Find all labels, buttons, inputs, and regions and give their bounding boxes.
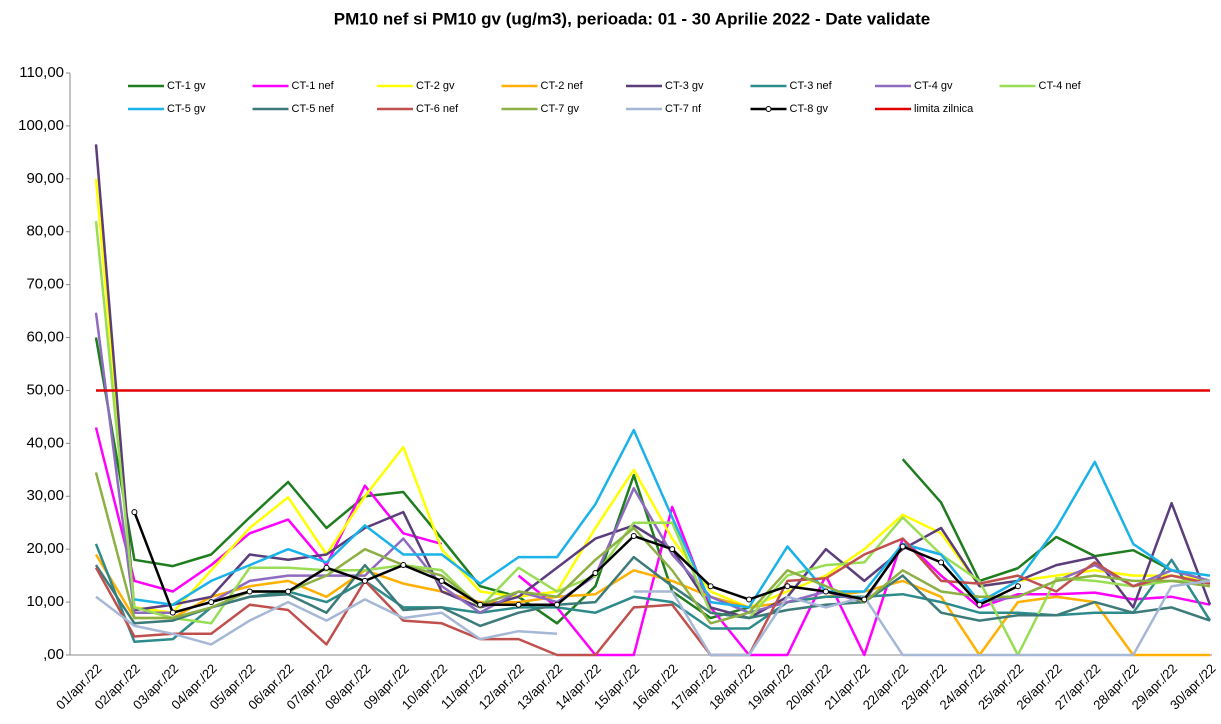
legend-label: CT-2 nef (541, 80, 584, 92)
legend-label: limita zilnica (914, 103, 974, 115)
series-line (94, 553, 1210, 657)
legend-label: CT-8 gv (790, 103, 829, 115)
series-marker (899, 543, 906, 550)
series-marker (1014, 583, 1021, 590)
legend-label: CT-2 gv (416, 80, 455, 92)
series-line (94, 220, 1210, 657)
legend-label: CT-5 gv (167, 103, 206, 115)
legend-marker (765, 106, 772, 112)
series-marker (361, 577, 368, 584)
series-marker (938, 559, 945, 566)
series-marker (515, 601, 522, 608)
series-marker (707, 583, 714, 590)
series-marker (208, 599, 215, 606)
legend-label: CT-7 gv (541, 103, 580, 115)
series-line (134, 428, 1211, 609)
legend-label: CT-6 nef (416, 103, 459, 115)
series-marker (553, 601, 560, 608)
series-marker (438, 577, 445, 584)
series-line (133, 511, 1019, 614)
y-tick-label: 30,00 (26, 487, 64, 504)
series-line (94, 337, 1211, 625)
y-tick-label: 20,00 (26, 540, 64, 557)
series-marker (477, 601, 484, 608)
legend-label: CT-1 gv (167, 80, 206, 92)
series-marker (630, 532, 637, 539)
legend-label: CT-7 nf (665, 103, 702, 115)
series-marker (592, 569, 599, 576)
y-tick-label: 10,00 (26, 593, 64, 610)
series-marker (861, 596, 868, 603)
y-tick-label: 60,00 (26, 329, 64, 346)
legend-label: CT-5 nef (292, 103, 335, 115)
series-marker (669, 546, 676, 553)
y-tick-label: 110,00 (19, 64, 64, 81)
series-marker (400, 562, 407, 569)
y-tick-label: 100,00 (18, 117, 64, 134)
y-tick-label: 90,00 (26, 170, 64, 187)
y-tick-label: 40,00 (26, 434, 64, 451)
legend-label: CT-4 nef (1039, 80, 1082, 92)
y-tick-label: ,00 (43, 646, 64, 663)
legend-label: CT-3 nef (790, 80, 833, 92)
series-line (94, 537, 1211, 657)
legend-label: CT-1 nef (292, 80, 335, 92)
series-marker (976, 601, 983, 608)
series-marker (323, 564, 330, 571)
series-marker (822, 588, 829, 595)
y-tick-label: 70,00 (26, 276, 64, 293)
series-marker (784, 583, 791, 590)
chart-title: PM10 nef si PM10 gv (ug/m3), perioada: 0… (334, 9, 930, 28)
legend-label: CT-3 gv (665, 80, 704, 92)
y-tick-label: 50,00 (26, 381, 64, 398)
series-marker (746, 596, 753, 603)
series-marker (169, 609, 176, 616)
series-line (94, 555, 1211, 628)
series-line (94, 427, 1211, 657)
y-tick-label: 80,00 (26, 223, 64, 240)
series-marker (246, 588, 253, 595)
series-line (94, 178, 1211, 614)
series-marker (131, 509, 138, 516)
series-marker (285, 588, 292, 595)
legend-label: CT-4 gv (914, 80, 953, 92)
series-line (95, 579, 1211, 657)
